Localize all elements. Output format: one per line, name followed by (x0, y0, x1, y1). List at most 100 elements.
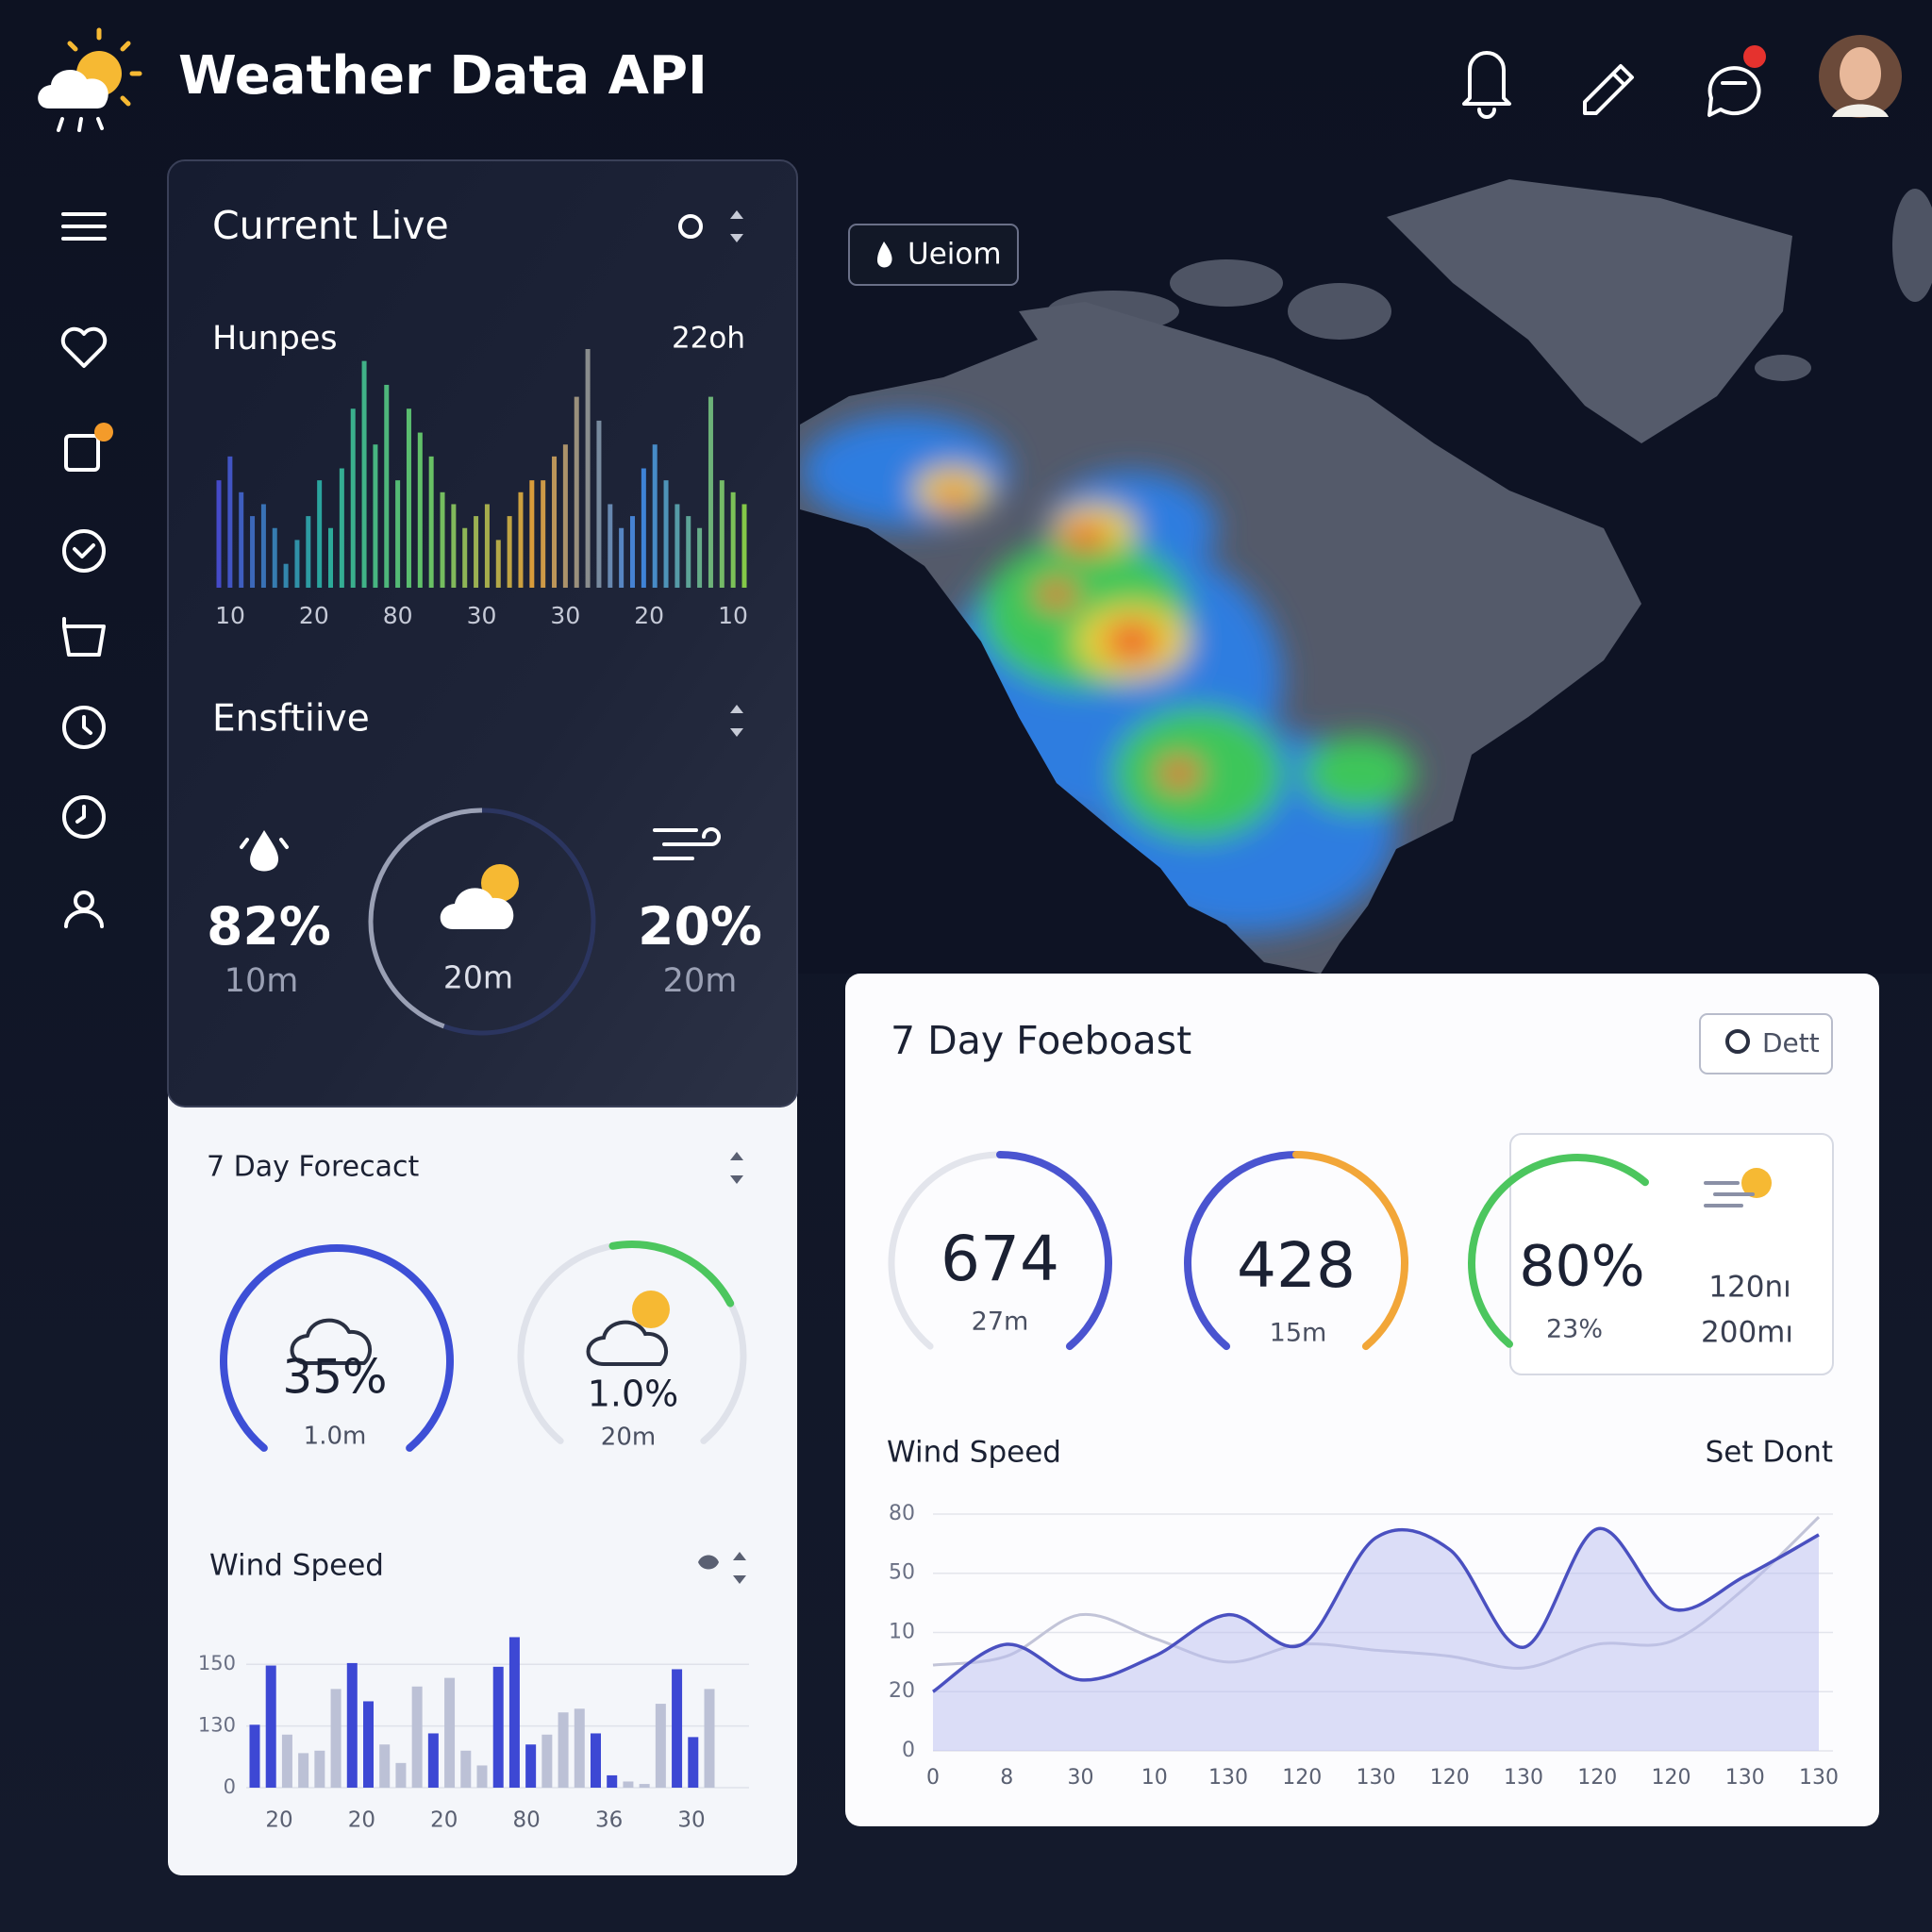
x-tick-label: 20 (299, 602, 329, 629)
x-tick-label: 20 (430, 1808, 458, 1833)
check-icon[interactable] (62, 529, 106, 573)
gauge-arc (996, 1151, 1112, 1351)
logo-rain (57, 117, 104, 132)
bar (339, 468, 344, 588)
x-tick-label: 30 (1068, 1766, 1094, 1790)
chart-subtitle: Set Dont (1706, 1436, 1833, 1470)
avatar-face (1840, 47, 1881, 100)
bar (639, 1784, 650, 1788)
x-tick-label: 10 (718, 602, 748, 629)
bar (541, 480, 546, 588)
panel-title: 7 Day Foeboast (891, 1018, 1191, 1063)
bar (346, 1662, 358, 1788)
bar (314, 1750, 325, 1788)
x-tick-label: 30 (467, 602, 497, 629)
clock-icon[interactable] (62, 706, 106, 749)
x-tick-label: 80 (383, 602, 413, 629)
notes-icon[interactable] (64, 434, 100, 472)
forecast-card-content: 7 Day Forecact 35% 1.0m 1.0% 20m Wind Sp… (207, 1151, 746, 1584)
bar (428, 456, 434, 588)
user-body (64, 909, 104, 928)
bar (663, 480, 669, 588)
bar (363, 1701, 374, 1788)
live-panel-content: Current Live Hunpes 22oh Ensftiive 82% 1… (207, 203, 762, 1036)
bar (686, 516, 691, 588)
header: Weather Data API (38, 27, 1902, 132)
filter-icon[interactable] (698, 1555, 719, 1570)
bar (306, 516, 311, 588)
humidity-icon (250, 830, 279, 872)
area (933, 1528, 1819, 1751)
stat-value: 20% (638, 896, 762, 957)
gauge-value: 1.0% (588, 1374, 679, 1415)
check-mark (73, 543, 95, 558)
basket-icon[interactable] (62, 617, 106, 657)
x-tick-label: 130 (1208, 1766, 1248, 1790)
cloud-icon (586, 1320, 669, 1366)
x-tick-label: 120 (1652, 1766, 1691, 1790)
clock-hands (82, 715, 92, 735)
x-tick-label: 130 (1357, 1766, 1396, 1790)
heat-blob (1158, 758, 1200, 789)
x-tick-label: 10 (215, 602, 245, 629)
live-panel (167, 159, 798, 1108)
bar (373, 444, 378, 588)
settings-icon[interactable] (678, 214, 703, 239)
bar (596, 420, 602, 588)
bar (672, 1669, 683, 1788)
bar (708, 396, 713, 588)
panel-button-label: Dett (1762, 1027, 1820, 1058)
bar (619, 527, 625, 588)
bar (250, 516, 256, 588)
sun-icon (481, 864, 519, 902)
x-tick-label: 36 (595, 1808, 623, 1833)
sort-icon[interactable] (733, 1552, 746, 1584)
bar (688, 1737, 699, 1788)
notes-badge (94, 423, 113, 441)
chart-title: Wind Speed (209, 1549, 384, 1583)
edit-icon[interactable] (1583, 64, 1634, 115)
bar (675, 504, 680, 588)
x-tick-label: 20 (265, 1808, 292, 1833)
chat-icon[interactable] (1707, 66, 1761, 117)
menu-icon[interactable] (61, 212, 107, 241)
x-tick-label: 120 (1430, 1766, 1470, 1790)
bar (507, 516, 512, 588)
x-tick-label: 120 (1577, 1766, 1617, 1790)
x-tick-label: 8 (1000, 1766, 1013, 1790)
panel-button[interactable] (1699, 1013, 1833, 1074)
bar (495, 540, 501, 588)
gauge-unit: 20m (601, 1424, 656, 1452)
bar (328, 527, 334, 588)
bar (552, 456, 558, 588)
bar (655, 1704, 666, 1788)
logo-cloud (38, 69, 108, 108)
y-tick-label: 80 (889, 1502, 915, 1525)
heart-icon[interactable] (60, 326, 108, 368)
button-icon (1725, 1029, 1750, 1054)
heat-blob (936, 484, 970, 507)
y-tick-label: 50 (889, 1561, 915, 1585)
chart-title: Hunpes (212, 320, 338, 358)
heat-blob (802, 415, 1009, 528)
sort-icon[interactable] (730, 210, 743, 242)
timer-icon[interactable] (62, 795, 106, 839)
bell-icon[interactable] (1462, 51, 1511, 119)
sidebar (60, 212, 113, 928)
island (1288, 283, 1391, 340)
cloud-icon (290, 1318, 373, 1365)
bar (411, 1686, 423, 1788)
bar (623, 1781, 634, 1788)
card-title: 7 Day Forecact (207, 1151, 419, 1184)
sort-icon[interactable] (730, 705, 743, 737)
map-button[interactable] (848, 224, 1019, 286)
bar (444, 1677, 456, 1788)
side-value: 200mı (1701, 1316, 1793, 1350)
bar (460, 1750, 472, 1788)
center-ring-progress (368, 808, 483, 1029)
sort-icon[interactable] (730, 1152, 743, 1184)
heat-blob (1060, 523, 1109, 553)
greenland (1387, 179, 1792, 443)
